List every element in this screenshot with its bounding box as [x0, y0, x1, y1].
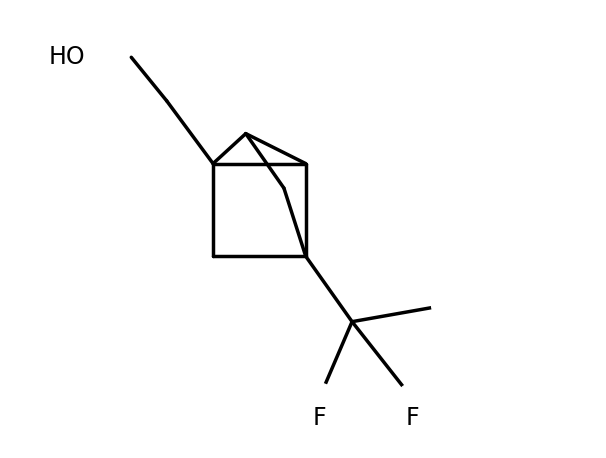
Text: HO: HO — [48, 45, 85, 69]
Text: F: F — [313, 406, 326, 430]
Text: F: F — [405, 406, 419, 430]
